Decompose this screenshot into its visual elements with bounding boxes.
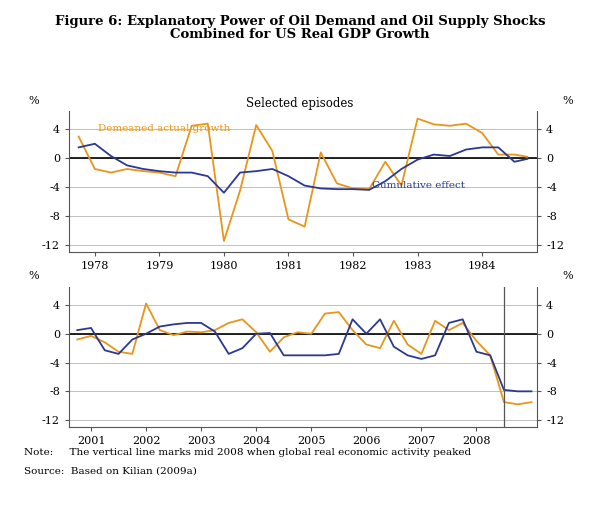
Text: %: % [29, 271, 39, 281]
Text: %: % [562, 271, 573, 281]
Text: %: % [562, 96, 573, 106]
Text: Cumulative effect: Cumulative effect [373, 181, 466, 190]
Text: Figure 6: Explanatory Power of Oil Demand and Oil Supply Shocks: Figure 6: Explanatory Power of Oil Deman… [55, 15, 545, 27]
Text: Demeaned actual growth: Demeaned actual growth [98, 124, 230, 133]
Text: Selected episodes: Selected episodes [247, 97, 353, 110]
Text: Source:  Based on Kilian (2009a): Source: Based on Kilian (2009a) [24, 466, 197, 475]
Text: %: % [29, 96, 39, 106]
Text: Note:     The vertical line marks mid 2008 when global real economic activity pe: Note: The vertical line marks mid 2008 w… [24, 448, 471, 457]
Text: Combined for US Real GDP Growth: Combined for US Real GDP Growth [170, 28, 430, 41]
